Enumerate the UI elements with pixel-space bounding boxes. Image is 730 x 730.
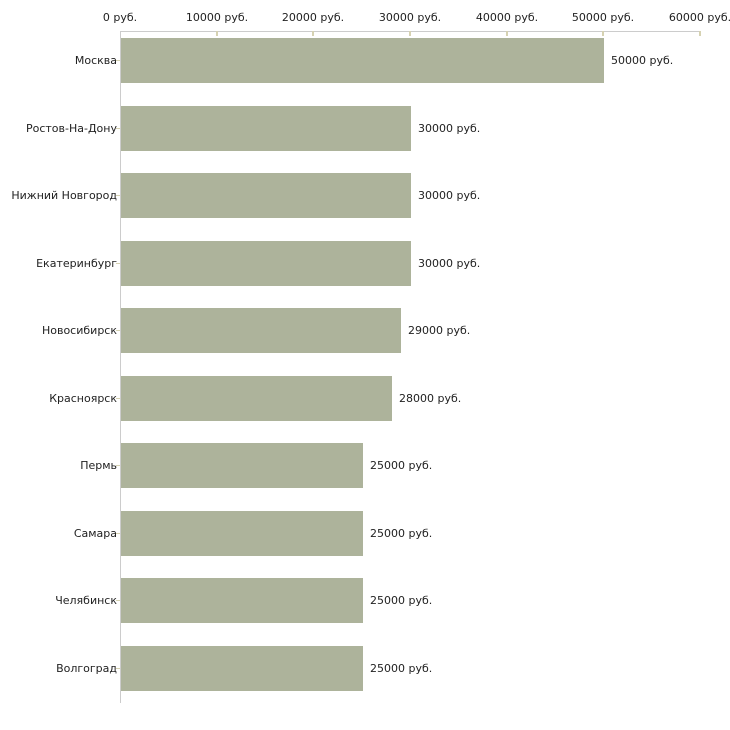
bar-row: Москва 50000 руб. xyxy=(0,38,730,83)
value-label: 30000 руб. xyxy=(418,189,481,202)
bar xyxy=(121,241,411,286)
y-axis-tick-mark xyxy=(116,128,120,129)
bar-row: Пермь 25000 руб. xyxy=(0,443,730,488)
value-label: 30000 руб. xyxy=(418,122,481,135)
x-axis-tick-label: 40000 руб. xyxy=(475,11,539,24)
bar-row: Волгоград 25000 руб. xyxy=(0,646,730,691)
bar xyxy=(121,173,411,218)
bar-row: Самара 25000 руб. xyxy=(0,511,730,556)
x-axis-tick-label: 50000 руб. xyxy=(571,11,635,24)
y-axis-line xyxy=(120,31,121,703)
bar-row: Екатеринбург 30000 руб. xyxy=(0,241,730,286)
value-label: 30000 руб. xyxy=(418,257,481,270)
y-axis-tick-mark xyxy=(116,533,120,534)
x-axis-tick-label: 60000 руб. xyxy=(668,11,730,24)
category-label: Новосибирск xyxy=(41,324,117,337)
x-axis-tick-mark xyxy=(506,31,508,36)
category-label: Екатеринбург xyxy=(36,257,117,270)
value-label: 25000 руб. xyxy=(370,459,433,472)
x-axis-tick-mark xyxy=(312,31,314,36)
bar-row: Челябинск 25000 руб. xyxy=(0,578,730,623)
bar xyxy=(121,38,604,83)
y-axis-tick-mark xyxy=(116,600,120,601)
y-axis-tick-mark xyxy=(116,398,120,399)
x-axis-tick-mark xyxy=(699,31,701,36)
x-axis-tick-label: 0 руб. xyxy=(102,11,138,24)
y-axis-tick-mark xyxy=(116,195,120,196)
y-axis-tick-mark xyxy=(116,668,120,669)
bar-row: Нижний Новгород 30000 руб. xyxy=(0,173,730,218)
value-label: 25000 руб. xyxy=(370,527,433,540)
category-label: Нижний Новгород xyxy=(11,189,117,202)
bar xyxy=(121,308,401,353)
x-axis-tick-label: 10000 руб. xyxy=(185,11,249,24)
x-axis-tick-label: 20000 руб. xyxy=(281,11,345,24)
y-axis-tick-mark xyxy=(116,330,120,331)
x-axis-tick-mark xyxy=(602,31,604,36)
y-axis-tick-mark xyxy=(116,465,120,466)
category-label: Красноярск xyxy=(49,392,117,405)
value-label: 50000 руб. xyxy=(611,54,674,67)
value-label: 29000 руб. xyxy=(408,324,471,337)
value-label: 25000 руб. xyxy=(370,594,433,607)
y-axis-tick-mark xyxy=(116,60,120,61)
value-label: 28000 руб. xyxy=(399,392,462,405)
bar xyxy=(121,578,363,623)
x-axis-tick-label: 30000 руб. xyxy=(378,11,442,24)
category-label: Пермь xyxy=(80,459,117,472)
value-label: 25000 руб. xyxy=(370,662,433,675)
x-axis-tick-mark xyxy=(409,31,411,36)
category-label: Ростов-На-Дону xyxy=(25,122,117,135)
bar xyxy=(121,646,363,691)
bar-row: Красноярск 28000 руб. xyxy=(0,376,730,421)
category-label: Челябинск xyxy=(55,594,117,607)
bar xyxy=(121,443,363,488)
y-axis-tick-mark xyxy=(116,263,120,264)
bar xyxy=(121,376,392,421)
bar xyxy=(121,511,363,556)
category-label: Самара xyxy=(73,527,117,540)
category-label: Москва xyxy=(74,54,117,67)
category-label: Волгоград xyxy=(56,662,117,675)
bar-row: Ростов-На-Дону 30000 руб. xyxy=(0,106,730,151)
bar-row: Новосибирск 29000 руб. xyxy=(0,308,730,353)
bar xyxy=(121,106,411,151)
x-axis-tick-mark xyxy=(216,31,218,36)
